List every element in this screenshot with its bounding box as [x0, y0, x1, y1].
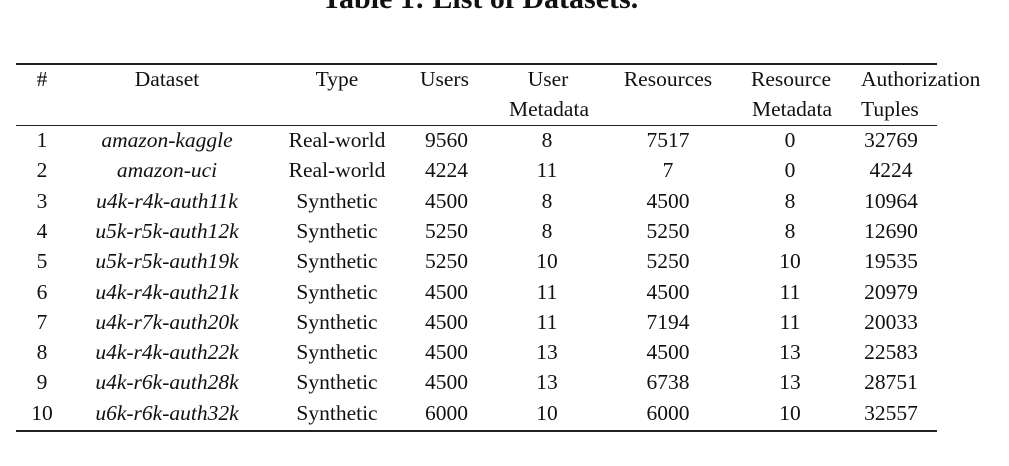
header-auth-tuples-line2: Tuples [861, 97, 919, 121]
cell-resource-metadata: 0 [784, 158, 796, 183]
cell-auth-tuples: 32557 [864, 400, 918, 425]
cell-auth-tuples: 4224 [869, 158, 913, 183]
cell-user-metadata: 11 [536, 158, 558, 183]
header-num: # [36, 67, 48, 91]
cell-users: 5250 [425, 218, 468, 243]
cell-resources: 6738 [646, 370, 690, 395]
cell-resource-metadata: 13 [779, 370, 801, 395]
cell-auth-tuples: 32769 [864, 128, 918, 152]
cell-user-metadata: 8 [541, 128, 553, 152]
cell-num: 9 [36, 370, 48, 395]
cell-resources: 7 [662, 158, 674, 183]
cell-resources: 6000 [646, 400, 690, 425]
cell-resources: 4500 [646, 279, 690, 304]
cell-resources: 7194 [646, 309, 690, 334]
cell-num: 10 [31, 400, 53, 425]
cell-num: 5 [36, 249, 48, 274]
cell-users: 4500 [425, 340, 468, 365]
cell-num: 4 [36, 218, 48, 243]
header-user-metadata-line2: Metadata [509, 97, 589, 121]
cell-type: Synthetic [296, 279, 378, 304]
cell-users: 4224 [425, 158, 468, 183]
cell-resource-metadata: 8 [784, 218, 796, 243]
cell-dataset: u5k-r5k-auth19k [95, 249, 239, 274]
cell-num: 7 [36, 309, 48, 334]
cell-resource-metadata: 10 [779, 249, 801, 274]
header-auth-tuples-line1: Authorization [861, 67, 981, 91]
cell-dataset: u4k-r7k-auth20k [95, 309, 239, 334]
cell-auth-tuples: 22583 [864, 340, 918, 365]
bottom-rule [16, 430, 937, 432]
top-rule [16, 63, 937, 65]
header-resource-metadata-line2: Metadata [752, 97, 832, 121]
cell-type: Synthetic [296, 218, 378, 243]
cell-type: Synthetic [296, 188, 378, 213]
cell-type: Real-world [288, 128, 386, 152]
cell-dataset: u4k-r6k-auth28k [95, 370, 239, 395]
cell-resource-metadata: 11 [779, 279, 801, 304]
cell-users: 4500 [425, 279, 468, 304]
cell-num: 3 [36, 188, 48, 213]
cell-type: Synthetic [296, 340, 378, 365]
table-caption: Table 1: List of Datasets. [0, 0, 960, 14]
cell-resource-metadata: 13 [779, 340, 801, 365]
cell-users: 5250 [425, 249, 468, 274]
cell-num: 2 [36, 158, 48, 183]
cell-users: 4500 [425, 370, 468, 395]
cell-num: 8 [36, 340, 48, 365]
cell-dataset: amazon-kaggle [101, 128, 233, 152]
cell-dataset: u5k-r5k-auth12k [95, 218, 239, 243]
cell-auth-tuples: 12690 [864, 218, 918, 243]
cell-dataset: u4k-r4k-auth22k [95, 340, 239, 365]
cell-resource-metadata: 8 [784, 188, 796, 213]
cell-users: 9560 [425, 128, 468, 152]
header-type: Type [315, 67, 359, 91]
cell-dataset: u4k-r4k-auth21k [95, 279, 239, 304]
cell-resources: 7517 [646, 128, 690, 152]
cell-type: Synthetic [296, 309, 378, 334]
cell-type: Real-world [288, 158, 386, 183]
cell-auth-tuples: 20033 [864, 309, 918, 334]
cell-auth-tuples: 19535 [864, 249, 918, 274]
header-resources: Resources [623, 67, 713, 91]
cell-dataset: u4k-r4k-auth11k [96, 188, 238, 213]
cell-auth-tuples: 10964 [864, 188, 918, 213]
cell-user-metadata: 13 [536, 370, 558, 395]
cell-type: Synthetic [296, 249, 378, 274]
header-resource-metadata-line1: Resource [751, 67, 831, 91]
cell-type: Synthetic [296, 400, 378, 425]
cell-resources: 4500 [646, 188, 690, 213]
cell-user-metadata: 11 [536, 309, 558, 334]
cell-user-metadata: 10 [536, 400, 558, 425]
header-user-metadata-line1: User [527, 67, 569, 91]
header-dataset: Dataset [134, 67, 200, 91]
cell-num: 6 [36, 279, 48, 304]
cell-users: 4500 [425, 188, 468, 213]
cell-resources: 5250 [646, 218, 690, 243]
header-users: Users [420, 67, 469, 91]
cell-user-metadata: 8 [541, 218, 553, 243]
cell-user-metadata: 11 [536, 279, 558, 304]
cell-user-metadata: 10 [536, 249, 558, 274]
cell-resource-metadata: 0 [784, 128, 796, 152]
cell-num: 1 [36, 128, 48, 152]
cell-user-metadata: 13 [536, 340, 558, 365]
cell-resource-metadata: 10 [779, 400, 801, 425]
cell-users: 4500 [425, 309, 468, 334]
cell-auth-tuples: 28751 [864, 370, 918, 395]
cell-dataset: amazon-uci [116, 158, 218, 183]
cell-dataset: u6k-r6k-auth32k [95, 400, 239, 425]
cell-resource-metadata: 11 [779, 309, 801, 334]
header-rule [16, 125, 937, 126]
cell-auth-tuples: 20979 [864, 279, 918, 304]
cell-resources: 5250 [646, 249, 690, 274]
cell-resources: 4500 [646, 340, 690, 365]
cell-users: 6000 [425, 400, 468, 425]
cell-type: Synthetic [296, 370, 378, 395]
cell-user-metadata: 8 [541, 188, 553, 213]
